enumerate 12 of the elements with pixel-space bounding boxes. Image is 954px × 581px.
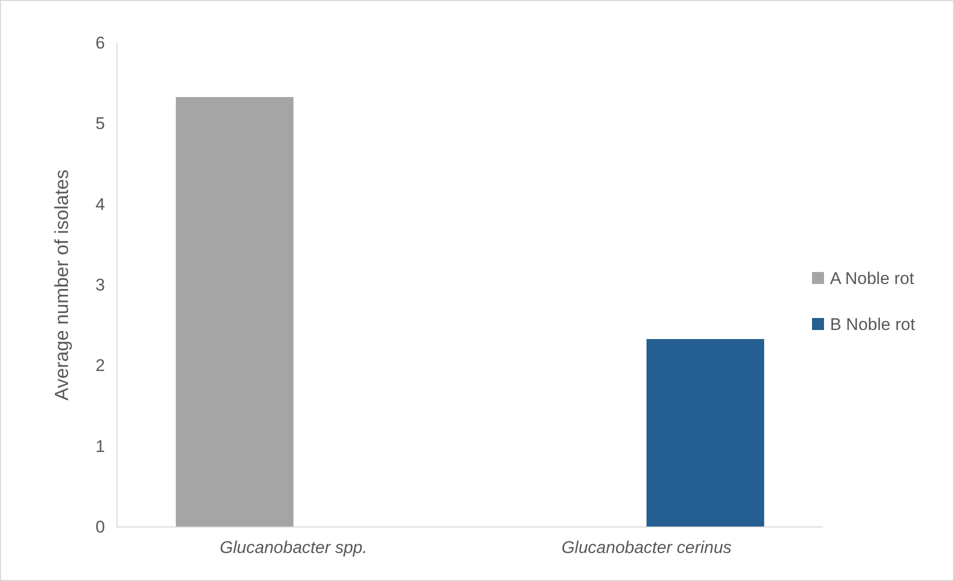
x-tick-label: Glucanobacter spp. [220, 538, 368, 558]
y-tick-label: 5 [96, 114, 105, 134]
y-tick-label: 4 [96, 194, 105, 214]
y-tick-label: 2 [96, 356, 105, 376]
y-tick-label: 1 [96, 436, 105, 456]
y-tick-label: 6 [96, 33, 105, 52]
legend-label: B Noble rot [830, 315, 916, 334]
y-tick-label: 3 [96, 275, 105, 294]
x-tick-label: Glucanobacter cerinus [561, 538, 732, 558]
y-axis-title: Average number of isolates [52, 170, 73, 400]
y-tick-label: 0 [96, 517, 105, 536]
legend-label: A Noble rot [830, 269, 914, 288]
